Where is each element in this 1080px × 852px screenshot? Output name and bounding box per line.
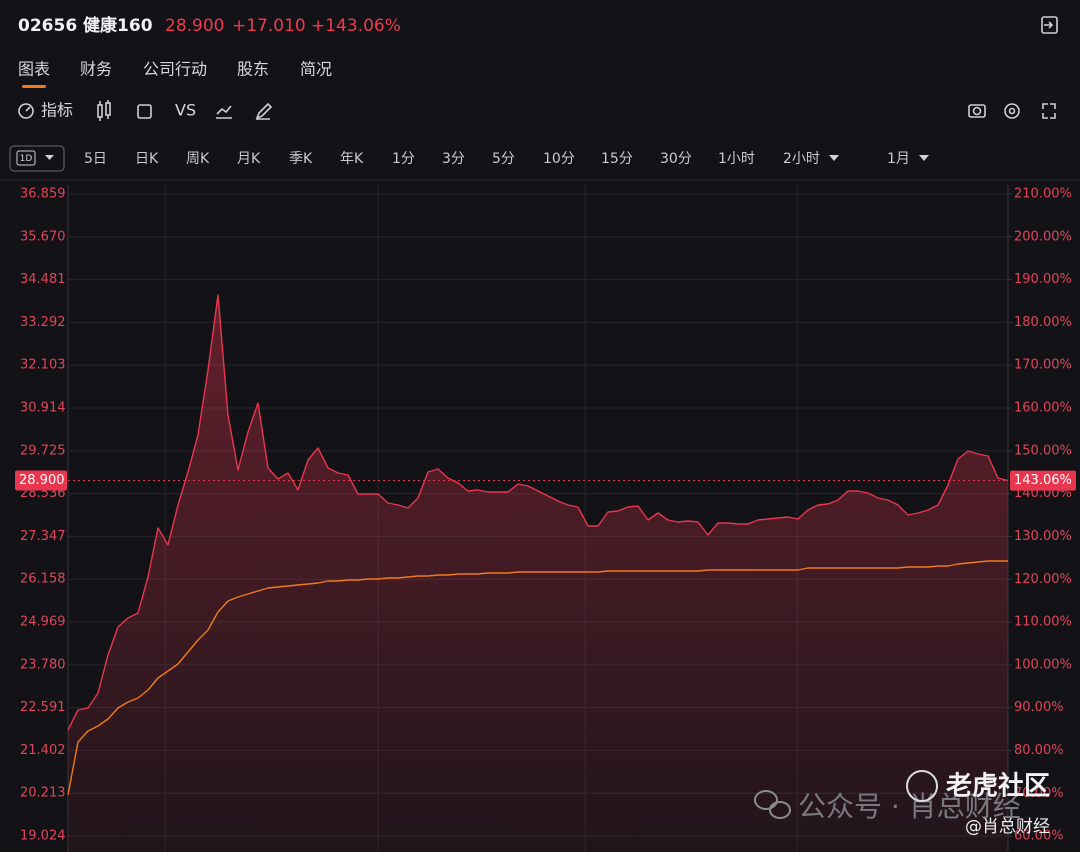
y-tick-label: 30.914 xyxy=(20,401,66,416)
period-option[interactable]: 月K xyxy=(237,151,261,167)
period-option[interactable]: 日K xyxy=(135,151,159,167)
period-option[interactable]: 10分 xyxy=(543,151,575,167)
y-tick-label: 23.780 xyxy=(20,657,66,672)
tab[interactable]: 简况 xyxy=(300,60,332,79)
exit-button[interactable] xyxy=(1041,16,1058,34)
y-tick-label: 22.591 xyxy=(20,700,66,715)
period-option[interactable]: 周K xyxy=(186,151,210,167)
y-tick-label: 34.481 xyxy=(20,272,66,287)
y-tick-label: 19.024 xyxy=(20,829,66,844)
average-line xyxy=(67,560,1008,796)
y-tick-label: 33.292 xyxy=(20,315,66,330)
chart: 36.859 35.670 34.481 33.292 32.103 30.914 29.7… xyxy=(15,185,1076,852)
dropdown-arrows xyxy=(829,155,929,161)
change-pct: +143.06% xyxy=(311,16,401,36)
last-change-box xyxy=(1010,470,1076,491)
indicators-button[interactable]: 指标 xyxy=(18,101,73,120)
y-tick-label: 32.103 xyxy=(20,358,66,373)
draw-box-button[interactable] xyxy=(137,104,152,119)
period-option[interactable]: 3分 xyxy=(442,151,465,167)
y2-tick-label: 110.00% xyxy=(1014,615,1072,630)
y2-tick-label: 200.00% xyxy=(1014,229,1072,244)
price-area xyxy=(68,295,1008,852)
y2-tick-label: 150.00% xyxy=(1014,443,1072,458)
stock-code: 02656 健康160 xyxy=(18,15,153,36)
y2-tick-label: 60.00% xyxy=(1014,829,1064,844)
y2-tick-label: 160.00% xyxy=(1014,401,1072,416)
period-icon xyxy=(16,150,36,166)
watermark-handle: @肖总财经 xyxy=(965,817,1050,837)
watermark-community: 老虎社区 xyxy=(946,771,1050,802)
period-option[interactable]: 年K xyxy=(340,151,364,167)
period-option[interactable]: 30分 xyxy=(660,151,692,167)
period-option[interactable]: 1分 xyxy=(392,151,415,167)
period-option[interactable]: 15分 xyxy=(601,151,633,167)
period-option[interactable]: 1月 xyxy=(887,151,910,167)
period-option[interactable]: 1小时 xyxy=(718,151,755,167)
y2-tick-label: 70.00% xyxy=(1014,786,1064,801)
tab[interactable]: 公司行动 xyxy=(143,60,207,79)
camera-button[interactable] xyxy=(968,104,986,118)
y-tick-label: 24.969 xyxy=(20,615,66,630)
settings-button[interactable] xyxy=(1004,103,1020,119)
change: +17.010 xyxy=(232,16,306,36)
pen-button[interactable] xyxy=(255,102,273,120)
period-option[interactable]: 5分 xyxy=(492,151,515,167)
candle-button[interactable] xyxy=(97,100,111,121)
y-tick-label: 35.670 xyxy=(20,229,66,244)
last-price-box xyxy=(15,470,67,491)
tab[interactable]: 股东 xyxy=(237,60,269,79)
period-selected-box[interactable] xyxy=(9,145,65,172)
tab-indicator xyxy=(22,85,46,88)
y-tick-label: 21.402 xyxy=(20,743,66,758)
indicators-label: 指标 xyxy=(41,101,73,120)
y2-tick-label: 90.00% xyxy=(1014,700,1064,715)
y2-tick-label: 120.00% xyxy=(1014,572,1072,587)
chart-type-button[interactable] xyxy=(216,105,232,119)
tab[interactable]: 财务 xyxy=(80,60,112,79)
y2-tick-label: 80.00% xyxy=(1014,743,1064,758)
tiger-icon xyxy=(906,770,938,802)
y-tick-label: 26.158 xyxy=(20,572,66,587)
period-bar: 5日 日K 周K 月K 季K 年K 1分 3分 5分 10分 15分 30分 1小时 2小时 1月 xyxy=(84,151,910,167)
y2-tick-label: 180.00% xyxy=(1014,315,1072,330)
last-change-label: 143.06% xyxy=(1014,473,1072,488)
period-option[interactable]: 5日 xyxy=(84,151,107,167)
y2-tick-label: 190.00% xyxy=(1014,272,1072,287)
fullscreen-button[interactable] xyxy=(1042,103,1056,119)
tab[interactable]: 图表 xyxy=(18,60,50,79)
period-selected: 1D xyxy=(20,154,33,164)
y-tick-label: 29.725 xyxy=(20,443,66,458)
y2-tick-label: 210.00% xyxy=(1014,186,1072,201)
y2-tick-label: 130.00% xyxy=(1014,529,1072,544)
y2-tick-label: 170.00% xyxy=(1014,358,1072,373)
price-line xyxy=(67,294,1009,731)
period-option[interactable]: 2小时 xyxy=(783,151,820,167)
period-option[interactable]: 季K xyxy=(289,151,313,167)
y-tick-label: 36.859 xyxy=(20,187,66,202)
tab-bar: 图表 财务 公司行动 股东 简况 xyxy=(18,60,332,79)
wechat-icon xyxy=(754,790,791,819)
compare-button[interactable]: VS xyxy=(175,101,196,120)
y-tick-label: 20.213 xyxy=(20,786,66,801)
y-tick-label: 27.347 xyxy=(20,529,66,544)
dropdown-arrow xyxy=(45,155,54,160)
price: 28.900 xyxy=(165,16,224,36)
last-price-label: 28.900 xyxy=(19,473,65,488)
y2-tick-label: 100.00% xyxy=(1014,657,1072,672)
